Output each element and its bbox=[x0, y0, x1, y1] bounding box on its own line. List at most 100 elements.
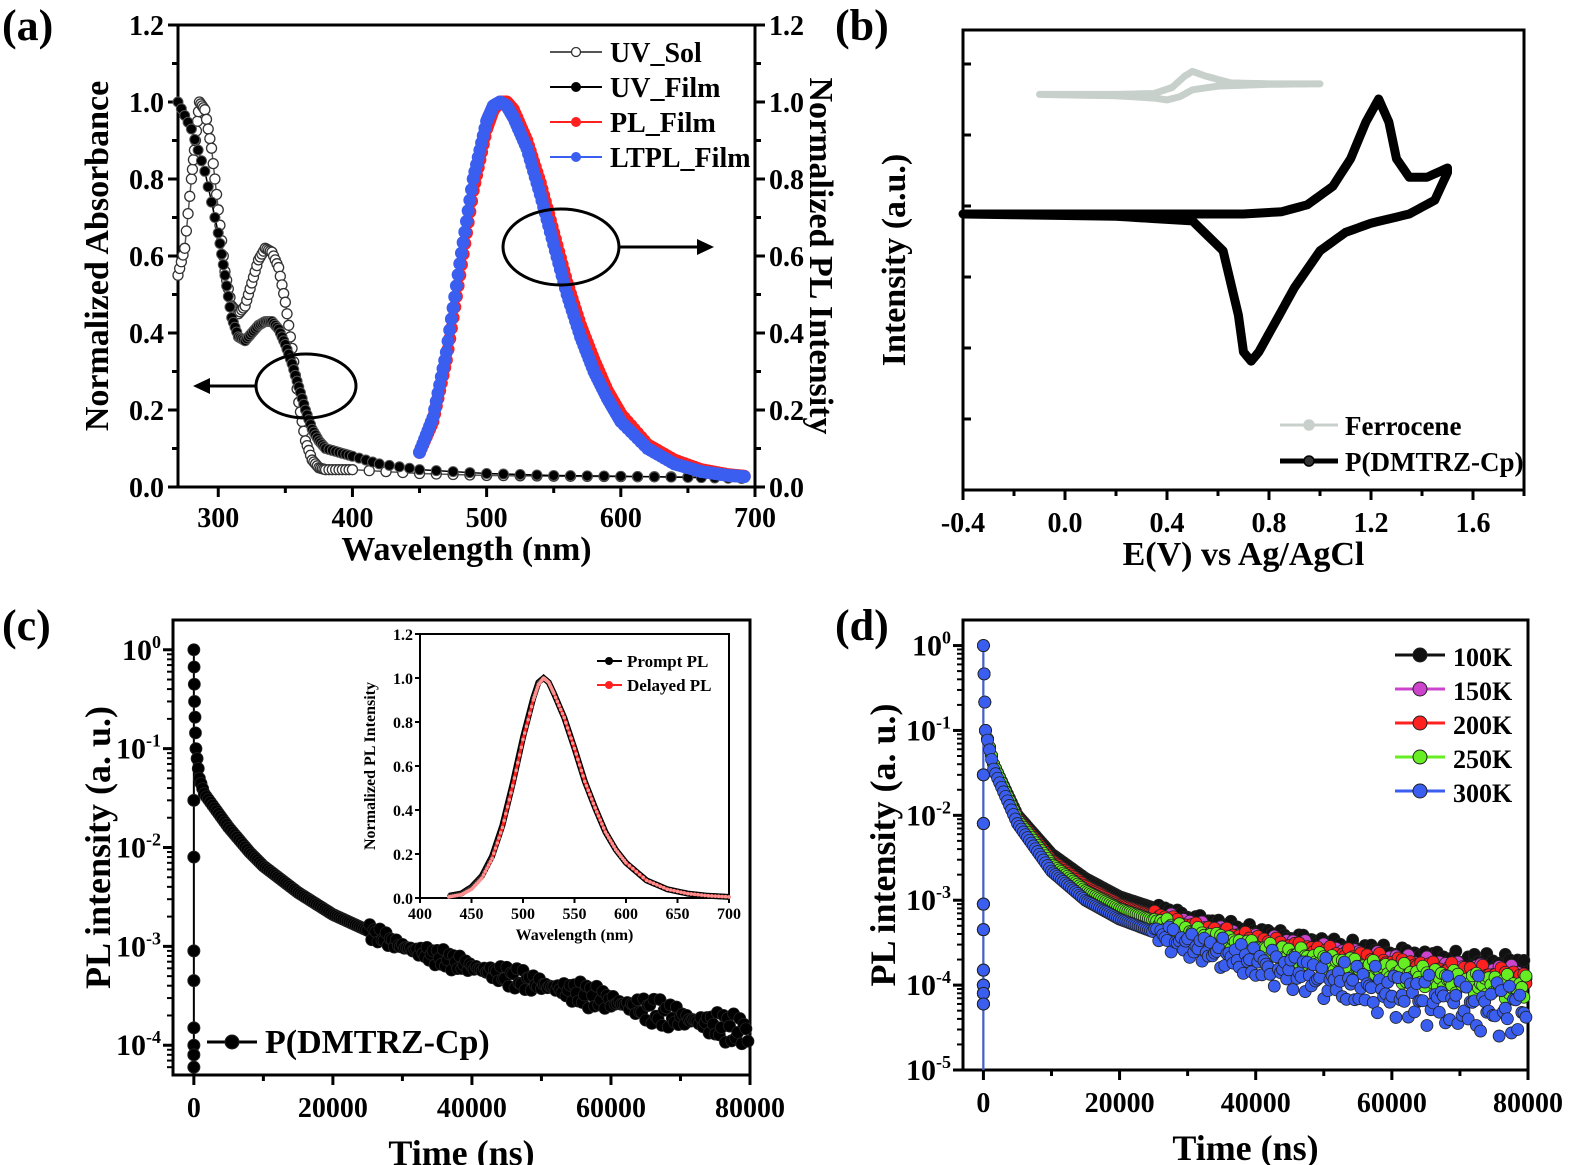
legend-label: UV_Film bbox=[610, 73, 720, 104]
y-tick-label: 10-4 bbox=[116, 1027, 161, 1062]
data-point bbox=[1492, 1029, 1506, 1043]
data-point bbox=[187, 850, 201, 864]
legend-marker bbox=[571, 152, 581, 162]
data-point bbox=[498, 830, 503, 835]
data-point bbox=[441, 334, 455, 348]
data-point bbox=[581, 774, 585, 778]
series-ferrocene bbox=[1036, 67, 1324, 104]
y2-tick-label: 0.2 bbox=[769, 396, 804, 427]
inset-x-tick-label: 700 bbox=[717, 906, 741, 923]
x-tick-label: 20000 bbox=[298, 1093, 368, 1124]
data-point bbox=[739, 1022, 753, 1036]
inset-legend: Prompt PL Delayed PL bbox=[597, 652, 712, 695]
data-point bbox=[598, 470, 610, 482]
data-point bbox=[627, 863, 632, 868]
data-point bbox=[1397, 994, 1411, 1008]
data-point bbox=[634, 869, 639, 874]
data-point bbox=[1511, 1023, 1525, 1036]
data-point bbox=[644, 878, 649, 883]
data-point bbox=[184, 190, 196, 202]
legend-label: UV_Sol bbox=[610, 38, 702, 69]
y-tick-label: 10-4 bbox=[906, 967, 951, 1002]
data-point bbox=[463, 193, 477, 207]
data-point bbox=[209, 212, 221, 223]
data-point bbox=[1513, 988, 1527, 1002]
data-point bbox=[588, 792, 592, 797]
data-point bbox=[453, 257, 467, 271]
y-tick-label: 10-3 bbox=[116, 928, 161, 963]
data-point bbox=[219, 269, 231, 281]
data-point bbox=[586, 788, 591, 792]
legend-marker bbox=[605, 657, 613, 665]
data-point bbox=[569, 736, 573, 740]
data-point bbox=[977, 667, 991, 681]
legend-label: 300K bbox=[1453, 779, 1513, 808]
data-point bbox=[224, 301, 236, 313]
data-point bbox=[486, 863, 491, 867]
data-point bbox=[212, 227, 224, 239]
data-point bbox=[187, 677, 201, 691]
data-point bbox=[524, 724, 529, 729]
data-point bbox=[439, 345, 453, 359]
data-point bbox=[612, 844, 616, 849]
data-point bbox=[199, 165, 211, 177]
x-tick-label: 1.2 bbox=[1354, 508, 1389, 539]
data-point bbox=[444, 312, 458, 326]
legend-label: 100K bbox=[1453, 643, 1513, 672]
x-tick-label: 1.6 bbox=[1456, 508, 1491, 539]
legend: UV_Sol UV_Film PL_Film LTPL_Film bbox=[550, 38, 751, 174]
data-point bbox=[703, 893, 707, 898]
y-axis-title: PL intensity (a. u.) bbox=[78, 706, 118, 989]
legend-item: P(DMTRZ-Cp) bbox=[207, 1024, 490, 1061]
inset-x-tick-label: 450 bbox=[460, 906, 484, 923]
data-point bbox=[605, 833, 609, 837]
data-point bbox=[1472, 969, 1485, 983]
data-point bbox=[187, 1048, 201, 1062]
legend-label: 250K bbox=[1453, 745, 1513, 774]
arrow-right-icon bbox=[697, 239, 714, 255]
data-point bbox=[206, 196, 218, 208]
data-point bbox=[507, 797, 512, 802]
legend-label: Delayed PL bbox=[627, 676, 712, 695]
data-point bbox=[595, 810, 599, 814]
plot-frame bbox=[961, 28, 1526, 492]
legend-label: P(DMTRZ-Cp) bbox=[1345, 447, 1523, 477]
data-point bbox=[222, 290, 234, 302]
legend-label: 150K bbox=[1453, 677, 1513, 706]
data-point bbox=[589, 797, 594, 801]
data-point bbox=[713, 894, 718, 898]
inset-x-tick-label: 650 bbox=[666, 906, 690, 923]
data-point bbox=[448, 290, 462, 304]
data-point bbox=[637, 872, 642, 877]
x-axis-title: E(V) vs Ag/AgCl bbox=[1123, 536, 1365, 573]
inset-x-tick-label: 500 bbox=[511, 906, 535, 923]
data-point bbox=[521, 737, 525, 742]
legend-marker bbox=[1412, 749, 1428, 765]
data-point bbox=[564, 720, 568, 725]
data-point bbox=[557, 703, 561, 708]
inset-chart: 400 450 500 550 600 650 700 0.0 0.2 0.4 0.6 0.8 1.0 1… bbox=[362, 627, 741, 944]
legend-marker bbox=[1412, 647, 1428, 663]
data-point bbox=[210, 188, 223, 201]
data-point bbox=[601, 826, 606, 830]
data-point bbox=[603, 830, 608, 834]
inset-y-tick-label: 0.4 bbox=[393, 803, 413, 820]
data-point bbox=[187, 1060, 201, 1074]
data-point bbox=[658, 884, 663, 889]
data-point bbox=[279, 296, 291, 308]
data-point bbox=[976, 997, 990, 1011]
data-point bbox=[495, 841, 500, 845]
data-point bbox=[1519, 1010, 1533, 1024]
x-tick-label: 60000 bbox=[576, 1093, 646, 1124]
data-point bbox=[651, 881, 656, 886]
data-point bbox=[665, 887, 669, 891]
data-point bbox=[182, 207, 194, 220]
y2-tick-label: 1.0 bbox=[769, 88, 804, 119]
data-point bbox=[1449, 988, 1463, 1002]
inset-frame bbox=[419, 633, 730, 899]
data-point bbox=[217, 259, 229, 271]
data-point bbox=[465, 183, 479, 197]
x-axis-title: Time (ns) bbox=[388, 1133, 534, 1165]
legend-marker bbox=[1412, 715, 1428, 731]
